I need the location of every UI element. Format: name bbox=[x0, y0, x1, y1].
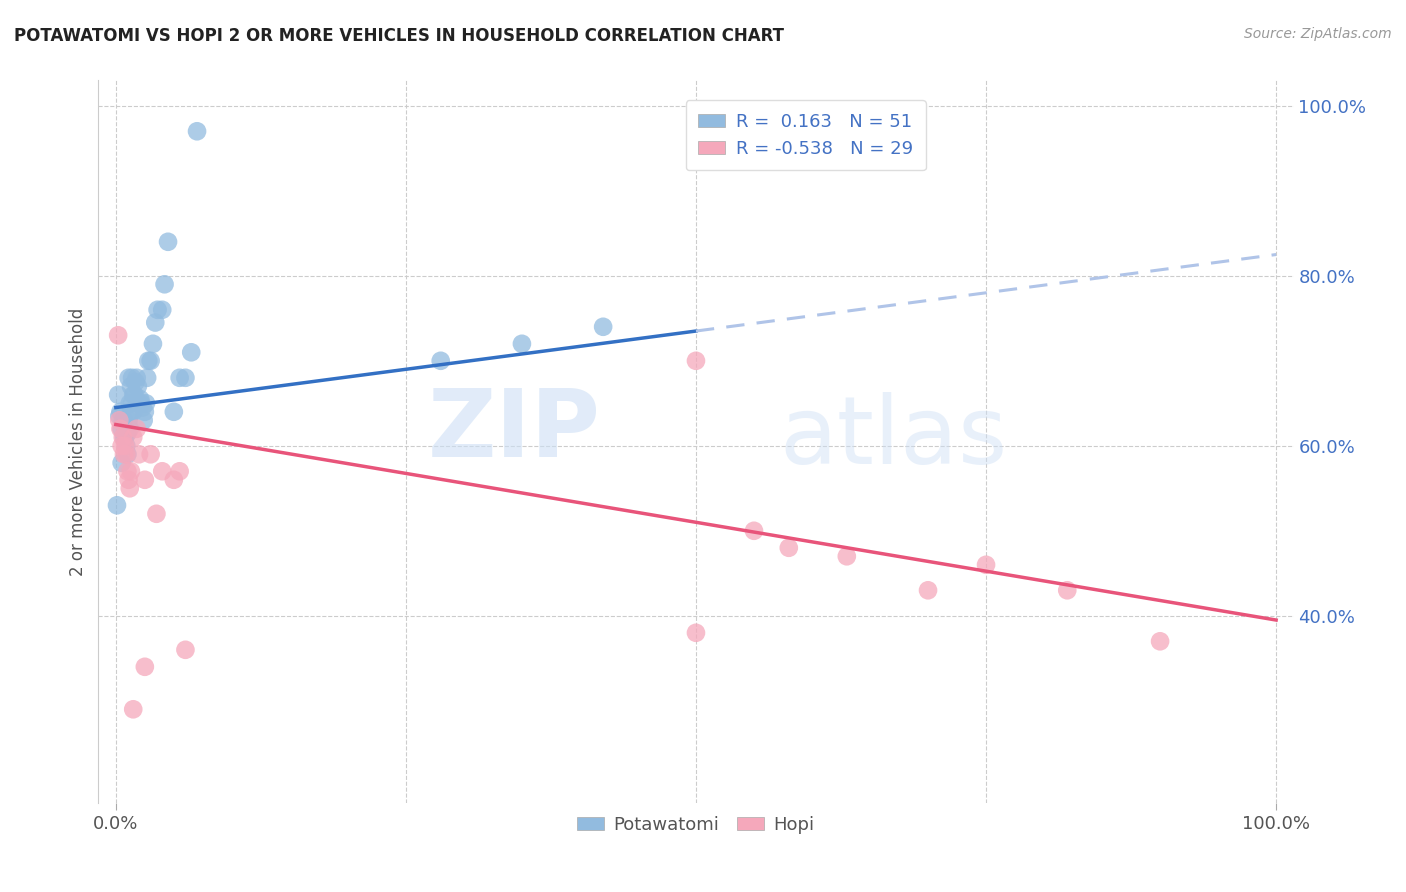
Point bbox=[778, 541, 800, 555]
Point bbox=[118, 396, 141, 410]
Point bbox=[128, 447, 150, 461]
Point bbox=[112, 430, 135, 444]
Point bbox=[136, 353, 159, 368]
Text: POTAWATOMI VS HOPI 2 OR MORE VEHICLES IN HOUSEHOLD CORRELATION CHART: POTAWATOMI VS HOPI 2 OR MORE VEHICLES IN… bbox=[14, 27, 785, 45]
Point bbox=[917, 583, 939, 598]
Point bbox=[157, 235, 180, 249]
Point bbox=[510, 336, 533, 351]
Point bbox=[117, 425, 139, 440]
Point bbox=[150, 302, 173, 317]
Point bbox=[742, 524, 765, 538]
Point bbox=[112, 413, 135, 427]
Point bbox=[117, 413, 139, 427]
Point bbox=[1149, 634, 1171, 648]
Point bbox=[117, 473, 139, 487]
Point bbox=[169, 371, 191, 385]
Point bbox=[124, 375, 146, 389]
Point bbox=[110, 405, 132, 419]
Point bbox=[118, 481, 141, 495]
Point bbox=[114, 430, 136, 444]
Point bbox=[163, 405, 186, 419]
Text: Source: ZipAtlas.com: Source: ZipAtlas.com bbox=[1244, 27, 1392, 41]
Point bbox=[186, 124, 208, 138]
Point bbox=[1056, 583, 1078, 598]
Point bbox=[111, 430, 134, 444]
Point bbox=[117, 447, 139, 461]
Point bbox=[685, 353, 707, 368]
Point bbox=[132, 413, 155, 427]
Point bbox=[111, 456, 134, 470]
Point bbox=[174, 371, 197, 385]
Point bbox=[153, 277, 176, 292]
Point bbox=[115, 447, 138, 461]
Point bbox=[111, 413, 134, 427]
Point bbox=[115, 439, 138, 453]
Point bbox=[174, 642, 197, 657]
Point bbox=[117, 371, 139, 385]
Point bbox=[128, 396, 150, 410]
Point bbox=[121, 396, 143, 410]
Point bbox=[118, 422, 141, 436]
Point bbox=[120, 464, 142, 478]
Text: ZIP: ZIP bbox=[427, 384, 600, 476]
Point bbox=[150, 464, 173, 478]
Point bbox=[111, 422, 134, 436]
Point bbox=[112, 447, 135, 461]
Point bbox=[105, 498, 128, 512]
Point bbox=[685, 625, 707, 640]
Point bbox=[107, 388, 129, 402]
Point bbox=[121, 371, 143, 385]
Point bbox=[429, 353, 451, 368]
Text: atlas: atlas bbox=[779, 392, 1008, 484]
Point bbox=[127, 379, 149, 393]
Point bbox=[129, 392, 152, 406]
Point bbox=[592, 319, 614, 334]
Point bbox=[122, 430, 145, 444]
Point bbox=[122, 405, 145, 419]
Point bbox=[114, 439, 136, 453]
Point bbox=[120, 379, 142, 393]
Point bbox=[145, 507, 167, 521]
Point bbox=[107, 328, 129, 343]
Point bbox=[135, 396, 157, 410]
Legend: Potawatomi, Hopi: Potawatomi, Hopi bbox=[569, 808, 823, 841]
Point bbox=[125, 371, 148, 385]
Point bbox=[139, 447, 162, 461]
Point bbox=[835, 549, 858, 564]
Point bbox=[124, 388, 146, 402]
Point bbox=[139, 353, 162, 368]
Point bbox=[974, 558, 997, 572]
Point bbox=[134, 405, 156, 419]
Point bbox=[117, 464, 139, 478]
Point bbox=[108, 413, 131, 427]
Y-axis label: 2 or more Vehicles in Household: 2 or more Vehicles in Household bbox=[69, 308, 87, 575]
Point bbox=[131, 396, 153, 410]
Point bbox=[111, 439, 134, 453]
Point bbox=[146, 302, 169, 317]
Point bbox=[169, 464, 191, 478]
Point bbox=[134, 660, 156, 674]
Point bbox=[143, 316, 166, 330]
Point bbox=[180, 345, 202, 359]
Point bbox=[142, 336, 165, 351]
Point bbox=[122, 702, 145, 716]
Point bbox=[125, 422, 148, 436]
Point bbox=[108, 409, 131, 423]
Point bbox=[134, 473, 156, 487]
Point bbox=[136, 371, 159, 385]
Point bbox=[122, 388, 145, 402]
Point bbox=[120, 405, 142, 419]
Point bbox=[110, 422, 132, 436]
Point bbox=[131, 401, 153, 415]
Point bbox=[163, 473, 186, 487]
